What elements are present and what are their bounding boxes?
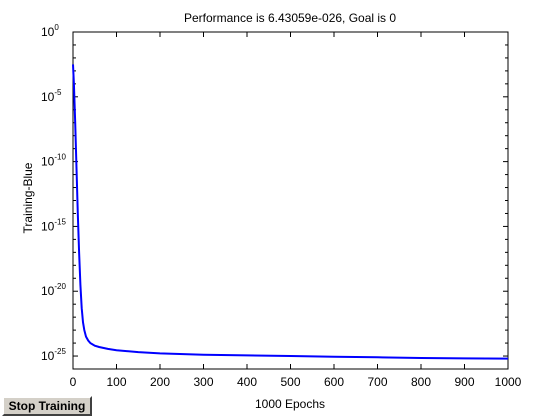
y-axis-label: Training-Blue <box>21 162 35 233</box>
y-tick-label: 10-20 <box>41 282 66 298</box>
chart-title: Performance is 6.43059e-026, Goal is 0 <box>184 11 396 25</box>
y-tick-label: 10-15 <box>41 217 66 233</box>
y-tick-label: 10-10 <box>41 153 66 169</box>
y-tick-label: 10-25 <box>41 347 66 363</box>
x-tick-label: 700 <box>367 375 387 389</box>
x-tick-label: 500 <box>280 375 300 389</box>
y-tick-label: 100 <box>41 23 59 39</box>
x-tick-label: 100 <box>106 375 126 389</box>
axis-ticks: 0 100 200 300 400 500 600 700 800 900 1000 100 10-5 1… <box>41 23 522 389</box>
x-tick-label: 300 <box>193 375 213 389</box>
x-axis-label: 1000 Epochs <box>255 397 325 411</box>
stop-training-button[interactable]: Stop Training <box>2 396 92 416</box>
x-tick-label: 200 <box>150 375 170 389</box>
training-performance-line <box>72 64 509 360</box>
plot-area <box>72 31 509 370</box>
x-tick-label: 800 <box>411 375 431 389</box>
x-tick-label: 1000 <box>495 375 522 389</box>
x-tick-label: 400 <box>237 375 257 389</box>
series-layer <box>72 64 509 360</box>
x-tick-label: 600 <box>324 375 344 389</box>
x-tick-label: 900 <box>454 375 474 389</box>
y-tick-label: 10-5 <box>41 88 62 104</box>
x-tick-label: 0 <box>70 375 77 389</box>
